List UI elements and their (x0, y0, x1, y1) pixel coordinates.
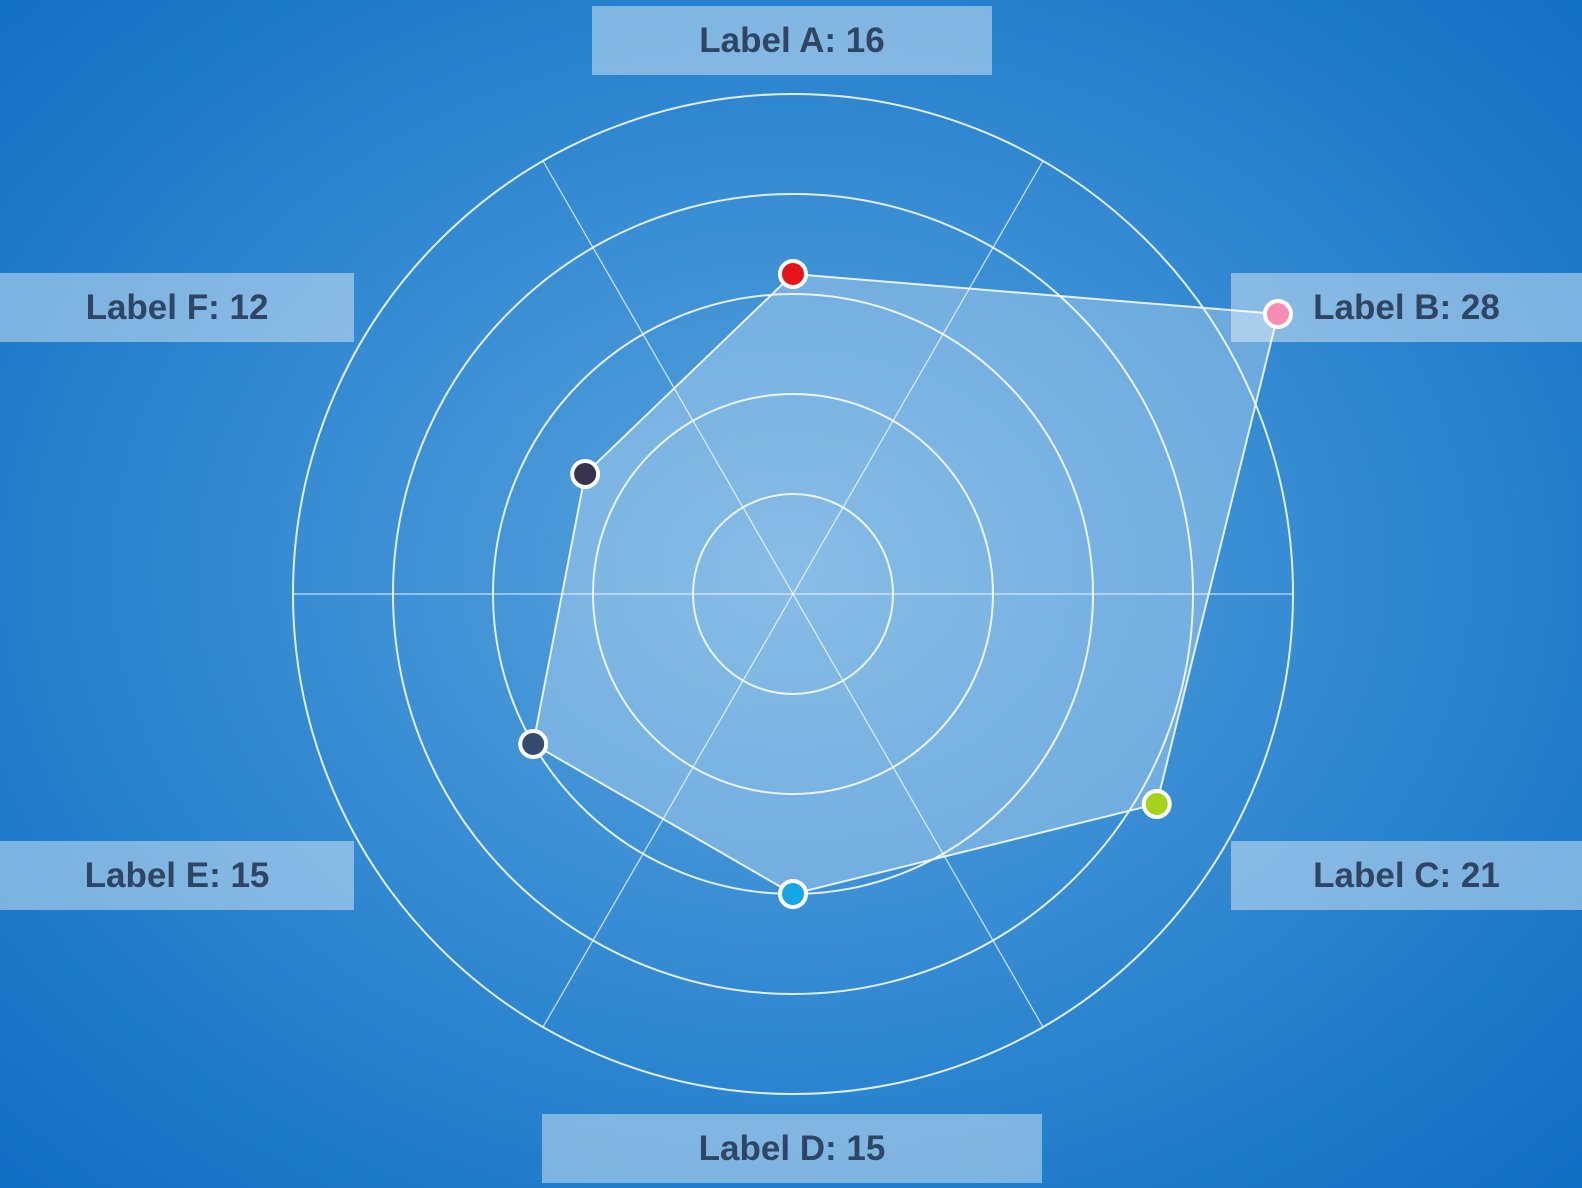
data-point-label-b (1262, 299, 1293, 329)
radar-grid (292, 93, 1294, 1095)
data-point-label-c (1141, 789, 1172, 819)
label-e-box: Label E: 15 (0, 841, 354, 910)
radar-series (518, 259, 1293, 909)
grid-spoke-3 (542, 160, 1044, 1028)
data-point-label-d (778, 879, 808, 909)
label-a-box: Label A: 16 (592, 6, 992, 75)
data-point-label-e (518, 729, 549, 759)
label-d-box: Label D: 15 (542, 1114, 1042, 1183)
label-c-box: Label C: 21 (1231, 841, 1582, 910)
label-f-box: Label F: 12 (0, 273, 354, 342)
data-point-label-a (778, 259, 808, 289)
label-b-box: Label B: 28 (1231, 273, 1582, 342)
data-point-label-f (570, 459, 601, 489)
